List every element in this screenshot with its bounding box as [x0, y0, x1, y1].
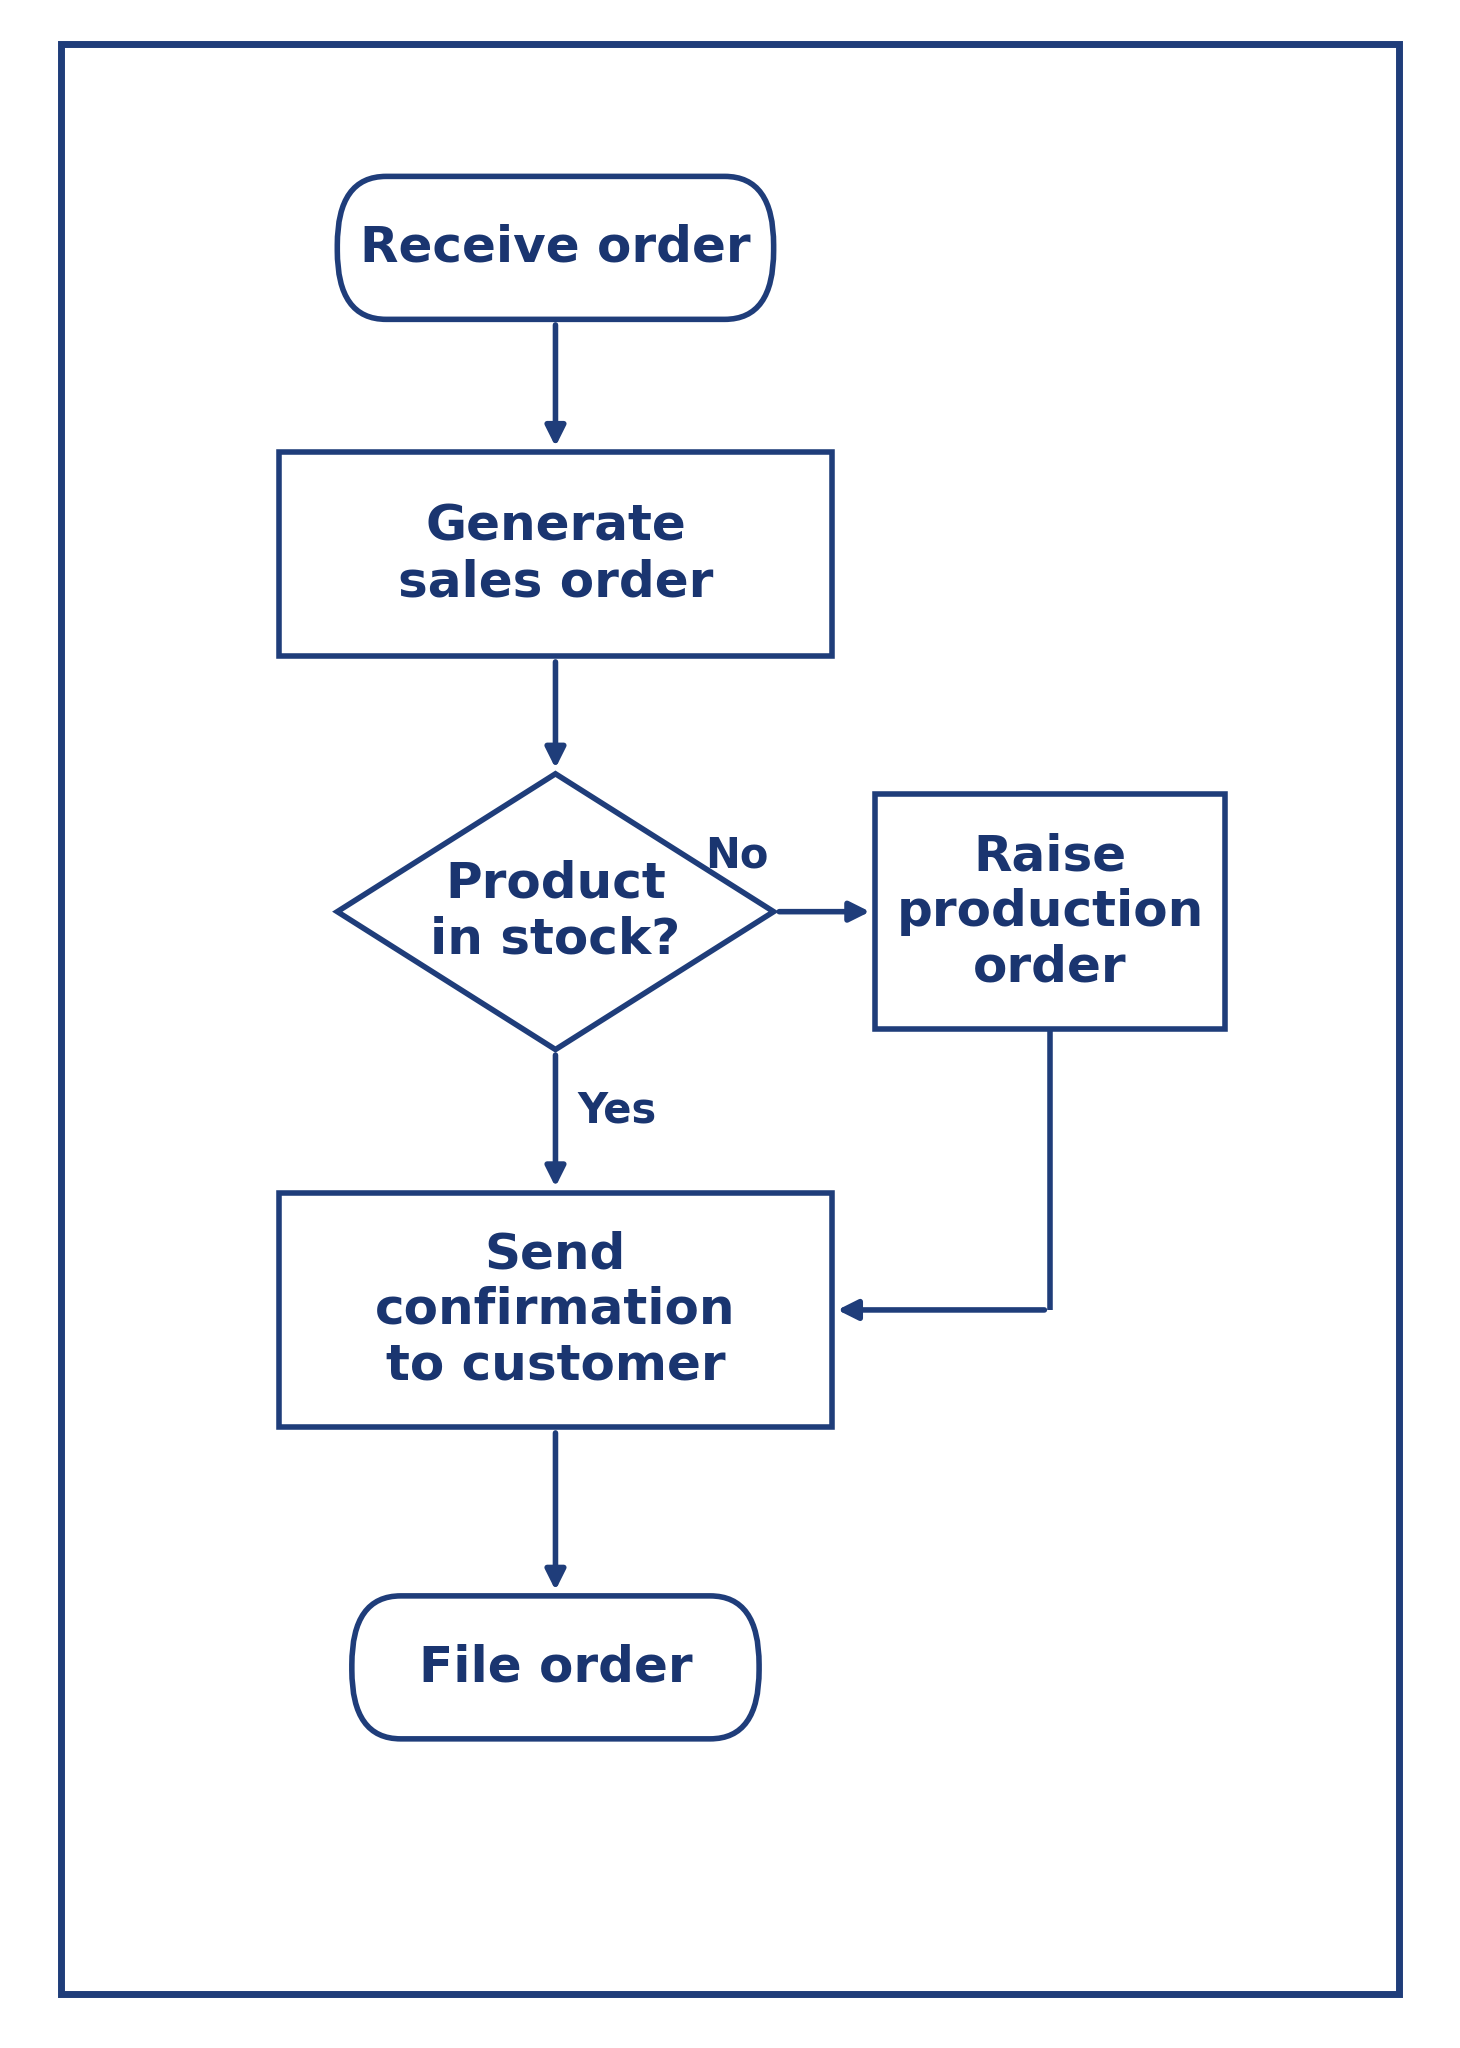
Text: Receive order: Receive order — [361, 223, 750, 272]
Bar — [279, 453, 832, 655]
Text: Send
confirmation
to customer: Send confirmation to customer — [375, 1231, 736, 1389]
FancyBboxPatch shape — [61, 43, 1399, 1995]
Bar — [279, 1192, 832, 1427]
Bar — [876, 795, 1225, 1028]
FancyBboxPatch shape — [352, 1595, 759, 1739]
Text: Raise
production
order: Raise production order — [896, 831, 1203, 991]
Text: Yes: Yes — [577, 1090, 657, 1130]
Polygon shape — [337, 774, 774, 1049]
FancyBboxPatch shape — [337, 176, 774, 319]
Text: No: No — [705, 836, 769, 877]
Text: Generate
sales order: Generate sales order — [397, 502, 712, 606]
Text: File order: File order — [419, 1642, 692, 1692]
Text: Product
in stock?: Product in stock? — [431, 860, 680, 963]
